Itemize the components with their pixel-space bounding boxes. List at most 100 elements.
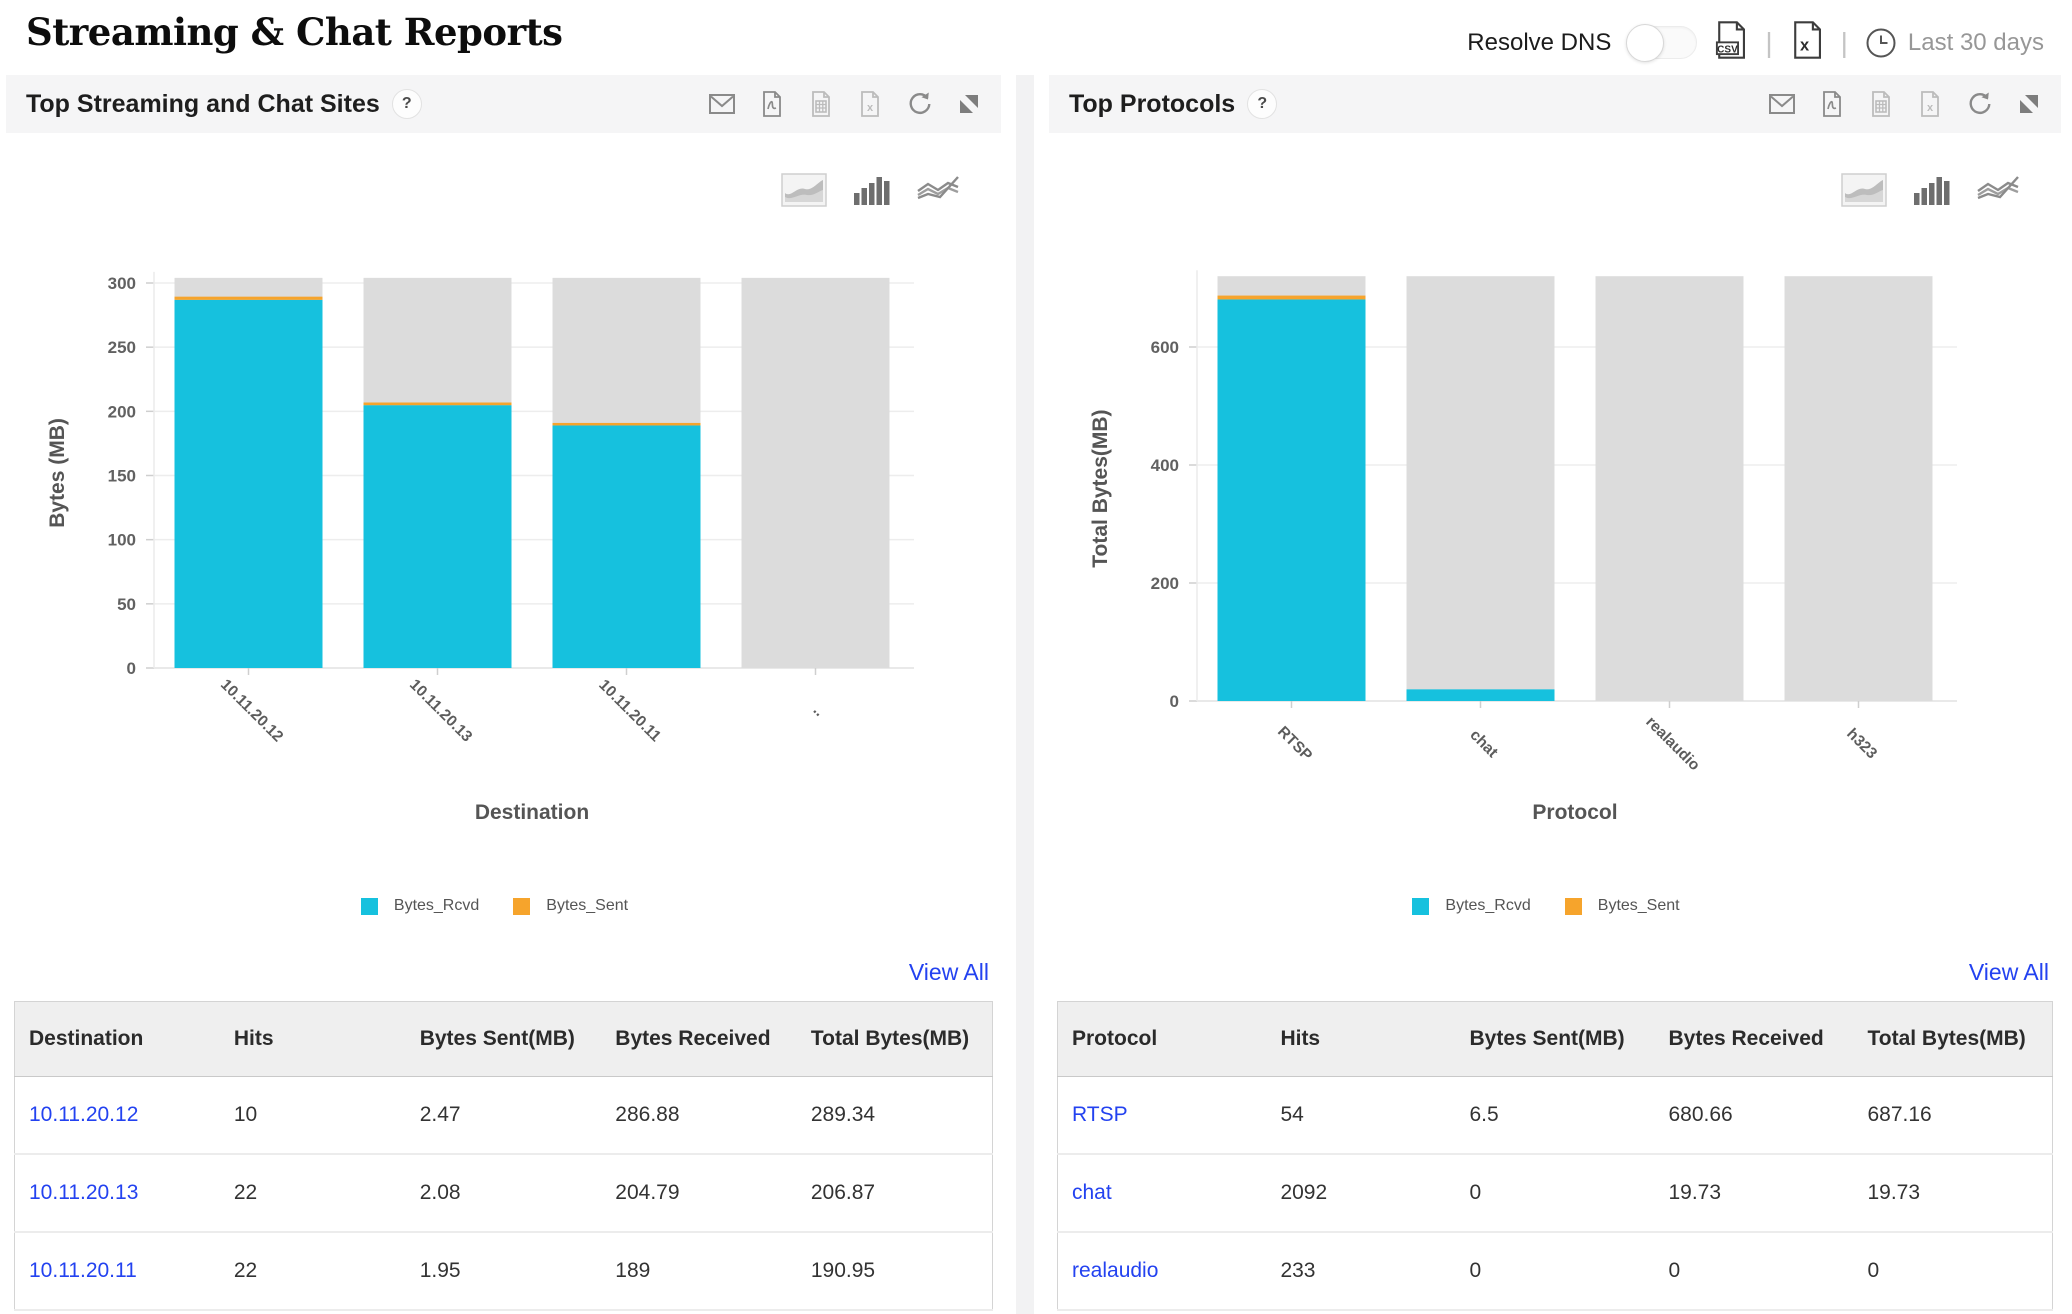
cell: 286.88 bbox=[601, 1076, 797, 1156]
cell: 19.73 bbox=[1853, 1154, 2053, 1234]
area-chart-icon[interactable] bbox=[781, 173, 827, 207]
cell: 206.87 bbox=[796, 1154, 993, 1234]
bar-track bbox=[1784, 276, 1933, 701]
table-row: 10.11.20.12 10 2.47 286.88 289.34 bbox=[14, 1076, 993, 1156]
cell: 1.95 bbox=[405, 1232, 602, 1312]
svg-text:600: 600 bbox=[1151, 338, 1179, 357]
resolve-dns-toggle[interactable] bbox=[1626, 24, 1698, 62]
view-all-link[interactable]: View All bbox=[1968, 959, 2049, 985]
cell: 233 bbox=[1266, 1232, 1456, 1312]
column-header: Total Bytes(MB) bbox=[1853, 1001, 2053, 1078]
excel-export-icon[interactable]: x bbox=[1917, 90, 1943, 118]
svg-text:10.11.20.11: 10.11.20.11 bbox=[595, 676, 664, 745]
column-header: Total Bytes(MB) bbox=[796, 1001, 993, 1078]
help-icon[interactable]: ? bbox=[391, 89, 422, 119]
table-row: realaudio 233 0 0 0 bbox=[1057, 1232, 2053, 1312]
detach-icon[interactable] bbox=[957, 92, 981, 116]
refresh-icon[interactable] bbox=[906, 90, 934, 118]
cell: 19.73 bbox=[1654, 1154, 1854, 1234]
cell: 0 bbox=[1455, 1154, 1655, 1234]
column-header: Hits bbox=[1266, 1001, 1456, 1078]
dashboard-columns: Top Streaming and Chat Sites ? x 0 50 100 1… bbox=[0, 75, 2072, 1314]
table-row: chat 2092 0 19.73 19.73 bbox=[1057, 1154, 2053, 1234]
bar-chart-icon[interactable] bbox=[851, 173, 891, 207]
svg-text:CSV: CSV bbox=[1718, 44, 1739, 55]
row-link[interactable]: RTSP bbox=[1072, 1103, 1128, 1127]
cell: 2.08 bbox=[405, 1154, 602, 1234]
svg-text:x: x bbox=[867, 102, 874, 114]
bar-segment-Bytes_Rcvd[interactable] bbox=[174, 299, 323, 668]
bar-segment-Bytes_Sent[interactable] bbox=[174, 296, 323, 300]
row-link[interactable]: realaudio bbox=[1072, 1259, 1159, 1283]
toggle-knob bbox=[1626, 24, 1665, 62]
svg-text:h323: h323 bbox=[1843, 725, 1880, 762]
csv-export-icon[interactable]: CSV bbox=[1713, 20, 1749, 65]
table-row: RTSP 54 6.5 680.66 687.16 bbox=[1057, 1076, 2053, 1156]
svg-text:0: 0 bbox=[1170, 692, 1179, 711]
bar-segment-Bytes_Rcvd[interactable] bbox=[1217, 299, 1366, 701]
pdf-export-icon[interactable] bbox=[759, 90, 785, 118]
bar-segment-Bytes_Rcvd[interactable] bbox=[363, 405, 512, 668]
line-chart-icon[interactable] bbox=[1975, 173, 2021, 207]
svg-text:400: 400 bbox=[1151, 456, 1179, 475]
bar-chart-icon[interactable] bbox=[1911, 173, 1951, 207]
row-link[interactable]: 10.11.20.11 bbox=[29, 1259, 137, 1283]
svg-text:Bytes (MB): Bytes (MB) bbox=[46, 418, 69, 528]
svg-text:300: 300 bbox=[108, 274, 136, 293]
legend-label: Bytes_Sent bbox=[1597, 897, 1680, 914]
refresh-icon[interactable] bbox=[1966, 90, 1994, 118]
cell: 22 bbox=[219, 1232, 406, 1312]
bar-segment-Bytes_Sent[interactable] bbox=[1217, 295, 1366, 300]
spreadsheet-export-icon[interactable] bbox=[808, 90, 834, 118]
line-chart-icon[interactable] bbox=[915, 173, 961, 207]
svg-text:0: 0 bbox=[127, 659, 136, 678]
svg-text:200: 200 bbox=[108, 402, 136, 421]
view-all-row: View All bbox=[1049, 959, 2061, 991]
cell: 10 bbox=[219, 1076, 406, 1156]
chart-type-switcher bbox=[1049, 133, 2061, 219]
cell: 2.47 bbox=[405, 1076, 602, 1156]
panel-top-protocols: Top Protocols ? x 0 200 400 600 RTSP chat real… bbox=[1049, 75, 2061, 1314]
svg-text:realaudio: realaudio bbox=[1642, 713, 1703, 774]
table-row: 10.11.20.13 22 2.08 204.79 206.87 bbox=[14, 1154, 993, 1234]
email-icon[interactable] bbox=[1768, 92, 1796, 116]
time-range-selector[interactable]: Last 30 days bbox=[1864, 26, 2044, 60]
pdf-export-icon[interactable] bbox=[1819, 90, 1845, 118]
cell: 680.66 bbox=[1654, 1076, 1854, 1156]
legend-label: Bytes_Rcvd bbox=[1445, 897, 1531, 914]
spreadsheet-export-icon[interactable] bbox=[1868, 90, 1894, 118]
column-header: Destination bbox=[14, 1001, 220, 1078]
separator: | bbox=[1765, 26, 1773, 58]
cell: 54 bbox=[1266, 1076, 1456, 1156]
panel-header: Top Protocols ? x bbox=[1049, 75, 2061, 133]
bar-track bbox=[741, 277, 890, 668]
email-icon[interactable] bbox=[708, 92, 736, 116]
detach-icon[interactable] bbox=[2017, 92, 2041, 116]
bar-segment-Bytes_Sent[interactable] bbox=[552, 422, 701, 426]
column-header: Bytes Sent(MB) bbox=[1455, 1001, 1655, 1078]
chart-legend: Bytes_Rcvd Bytes_Sent bbox=[1049, 893, 2061, 919]
svg-text:Destination: Destination bbox=[475, 801, 589, 824]
column-header: Bytes Sent(MB) bbox=[405, 1001, 602, 1078]
view-all-link[interactable]: View All bbox=[908, 959, 989, 985]
cell: 687.16 bbox=[1853, 1076, 2053, 1156]
cell: 0 bbox=[1455, 1232, 1655, 1312]
column-header: Hits bbox=[219, 1001, 406, 1078]
legend-swatch-bytes-sent bbox=[1564, 897, 1582, 915]
excel-export-icon[interactable]: x bbox=[1789, 20, 1825, 65]
cell: 0 bbox=[1654, 1232, 1854, 1312]
area-chart-icon[interactable] bbox=[1841, 173, 1887, 207]
excel-export-icon[interactable]: x bbox=[857, 90, 883, 118]
help-icon[interactable]: ? bbox=[1247, 89, 1278, 119]
bar-segment-Bytes_Sent[interactable] bbox=[363, 402, 512, 406]
row-link[interactable]: 10.11.20.13 bbox=[29, 1181, 139, 1205]
bar-segment-Bytes_Rcvd[interactable] bbox=[1406, 689, 1555, 701]
svg-text:50: 50 bbox=[117, 595, 136, 614]
panel-title: Top Protocols bbox=[1069, 89, 1236, 118]
destinations-table: Destination Hits Bytes Sent(MB) Bytes Recei… bbox=[14, 1001, 993, 1312]
row-link[interactable]: chat bbox=[1072, 1181, 1112, 1205]
bar-segment-Bytes_Rcvd[interactable] bbox=[552, 425, 701, 668]
row-link[interactable]: 10.11.20.12 bbox=[29, 1103, 139, 1127]
column-header: Bytes Received bbox=[1654, 1001, 1854, 1078]
svg-text:150: 150 bbox=[108, 467, 136, 486]
